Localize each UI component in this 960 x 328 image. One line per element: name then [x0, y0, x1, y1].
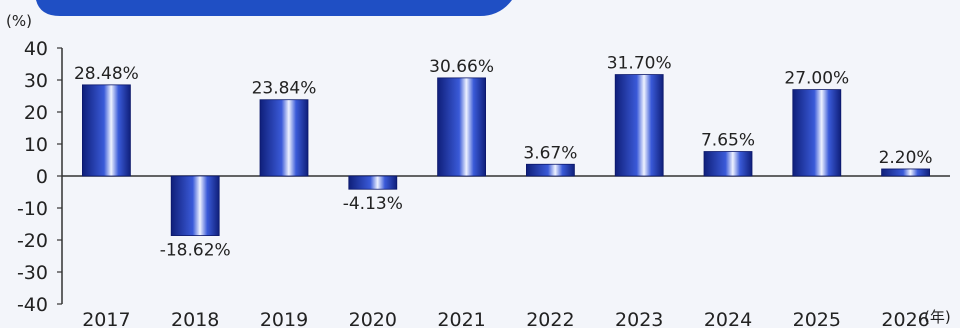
x-tick-label: 2017: [82, 309, 130, 328]
x-tick-label: 2022: [526, 309, 574, 328]
bar-2024: [703, 151, 753, 177]
header-band: [36, 0, 512, 16]
data-label-2017: 28.48%: [74, 64, 139, 84]
x-tick-label: 2020: [349, 309, 397, 328]
x-tick-label: 2025: [793, 309, 841, 328]
y-tick-label: 10: [24, 134, 48, 156]
bar-2020: [348, 175, 398, 190]
x-tick-label: 2021: [437, 309, 485, 328]
y-tick-label: 0: [36, 166, 48, 188]
y-tick-label: -30: [17, 262, 48, 284]
data-label-2020: -4.13%: [343, 194, 403, 214]
x-tick-label: 2018: [171, 309, 219, 328]
x-tick-label: 2026: [881, 309, 929, 328]
y-tick-label: 30: [24, 70, 48, 92]
bar-2023: [614, 74, 664, 177]
bar-2017: [82, 84, 131, 177]
bar-2018: [170, 175, 220, 236]
bar-2022: [526, 163, 575, 177]
data-label-2025: 27.00%: [784, 69, 849, 89]
y-tick-label: -20: [17, 230, 48, 252]
data-label-2018: -18.62%: [160, 241, 231, 261]
bar-2025: [792, 89, 842, 177]
x-tick-label: 2023: [615, 309, 663, 328]
y-tick-label: -40: [17, 294, 48, 316]
y-unit-label: (%): [6, 12, 32, 30]
data-label-2024: 7.65%: [701, 131, 755, 151]
x-tick-label: 2024: [704, 309, 752, 328]
data-label-2023: 31.70%: [607, 54, 672, 74]
bar-2019: [259, 99, 309, 177]
x-tick-label: 2019: [260, 309, 308, 328]
data-label-2019: 23.84%: [252, 79, 317, 99]
data-label-2026: 2.20%: [879, 148, 933, 168]
bar-2026: [881, 168, 930, 177]
y-tick-label: -10: [17, 198, 48, 220]
data-label-2022: 3.67%: [523, 143, 577, 163]
y-tick-label: 40: [24, 38, 48, 60]
y-tick-label: 20: [24, 102, 48, 124]
data-label-2021: 30.66%: [429, 57, 494, 77]
bar-2021: [437, 77, 487, 177]
x-unit-label: (年): [924, 308, 951, 326]
